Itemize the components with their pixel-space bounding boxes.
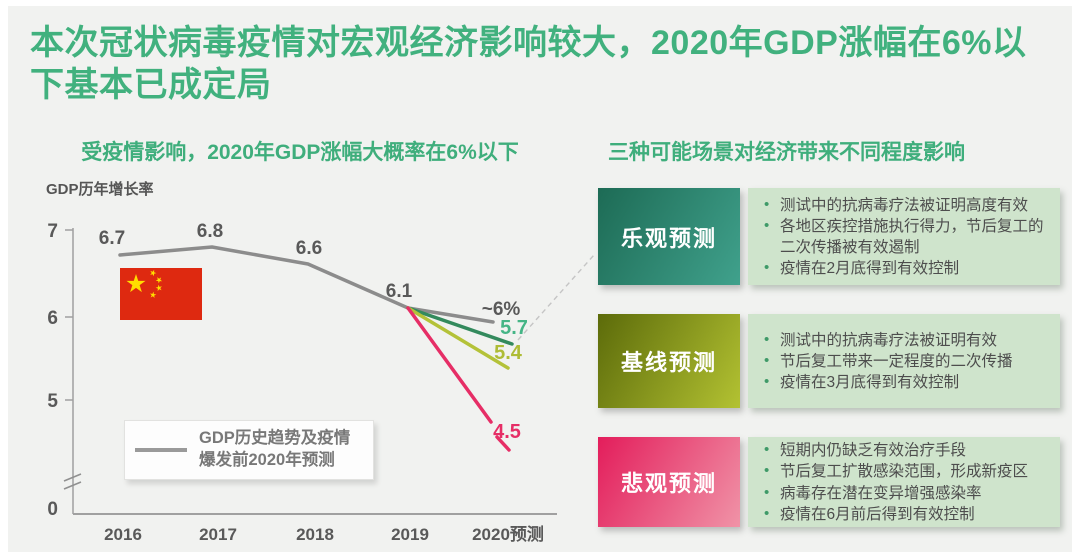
bullet-item: 测试中的抗病毒疗法被证明高度有效 <box>762 195 1050 216</box>
x-tick-label: 2018 <box>296 525 334 544</box>
y-tick-label: 5 <box>47 391 58 412</box>
point-label-2018: 6.6 <box>296 238 322 259</box>
y-tick-label: 0 <box>47 499 58 520</box>
point-label-2019: 6.1 <box>386 281 413 302</box>
scenario-baseline-bullets: 测试中的抗病毒疗法被证明有效 节后复工带来一定程度的二次传播 疫情在3月底得到有… <box>748 314 1060 408</box>
bullet-item: 节后复工带来一定程度的二次传播 <box>762 351 1013 372</box>
scenario-baseline-label-text: 基线预测 <box>620 350 717 375</box>
pessimistic-forecast-line <box>406 306 493 424</box>
optimistic-forecast-line <box>406 306 514 346</box>
bullet-item: 疫情在2月底得到有效控制 <box>762 258 1050 279</box>
axis-break-icon <box>63 473 82 482</box>
bullet-item: 节后复工扩散感染范围，形成新疫区 <box>762 461 1028 482</box>
baseline-forecast-line <box>406 306 510 370</box>
bullet-item: 疫情在6月前后得到有效控制 <box>762 504 1028 525</box>
x-tick-label: 2016 <box>104 525 142 544</box>
scenario-baseline-label: 基线预测 <box>598 314 740 408</box>
point-label-optimistic: 5.7 <box>500 317 528 339</box>
page-title: 本次冠状病毒疫情对宏观经济影响较大，2020年GDP涨幅在6%以下基本已成定局 <box>30 24 1027 105</box>
legend-line-sample-icon <box>135 448 187 452</box>
axis-break-icon <box>63 481 82 490</box>
x-tick-label: 2020预测 <box>472 524 544 544</box>
y-tick-label: 7 <box>47 221 58 242</box>
history-gdp-line <box>118 245 495 324</box>
connector-dashed-line <box>517 254 595 341</box>
china-flag-icon <box>120 268 202 320</box>
scenario-optimistic-label: 乐观预测 <box>598 188 740 285</box>
scenario-optimistic-bullets: 测试中的抗病毒疗法被证明高度有效 各地区疾控措施执行得力，节后复工的二次传播被有… <box>748 188 1060 285</box>
gdp-line-chart: GDP历年增长率 7 6 5 0 2016 2017 2018 2019 202… <box>46 180 595 544</box>
y-tick-label: 6 <box>47 308 58 329</box>
bullet-item: 测试中的抗病毒疗法被证明有效 <box>762 330 1013 351</box>
x-tick-label: 2017 <box>199 525 237 544</box>
point-label-baseline: 5.4 <box>494 342 523 364</box>
pessimistic-forecast-line-dash <box>495 435 511 452</box>
chart-legend: GDP历史趋势及疫情爆发前2020年预测 <box>124 420 374 480</box>
point-label-pessimistic: 4.5 <box>493 421 521 443</box>
point-label-2017: 6.8 <box>197 221 223 242</box>
scenario-optimistic-label-text: 乐观预测 <box>620 225 717 251</box>
bullet-item: 疫情在3月底得到有效控制 <box>762 372 1013 393</box>
bullet-item: 病毒存在潜在变异增强感染率 <box>762 483 1028 504</box>
legend-label: GDP历史趋势及疫情爆发前2020年预测 <box>199 429 351 469</box>
scenario-pessimistic-label-text: 悲观预测 <box>620 471 717 496</box>
scenario-pessimistic-bullets: 短期内仍缺乏有效治疗手段 节后复工扩散感染范围，形成新疫区 病毒存在潜在变异增强… <box>748 437 1060 527</box>
point-label-2020-trend: ~6% <box>482 299 521 320</box>
chart-axis-title: GDP历年增长率 <box>46 180 154 198</box>
left-chart-subtitle: 受疫情影响，2020年GDP涨幅大概率在6%以下 <box>81 141 519 164</box>
point-label-2016: 6.7 <box>99 228 125 249</box>
bullet-item: 各地区疾控措施执行得力，节后复工的二次传播被有效遏制 <box>762 216 1050 258</box>
bullet-item: 短期内仍缺乏有效治疗手段 <box>762 440 1028 461</box>
scenario-pessimistic-label: 悲观预测 <box>598 437 740 527</box>
right-scenarios-subtitle: 三种可能场景对经济带来不同程度影响 <box>608 141 965 164</box>
x-tick-label: 2019 <box>391 525 429 544</box>
